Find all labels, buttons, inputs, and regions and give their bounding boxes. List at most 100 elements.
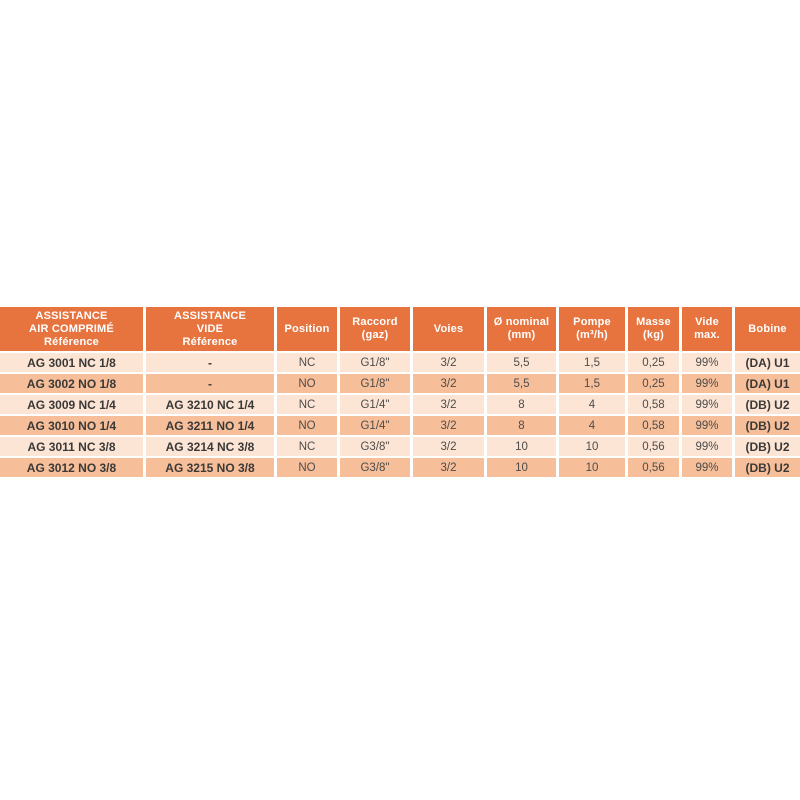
table-row-2: AG 3002 NO 1/8- NO G1/8" 3/2 5,5 1,5 0,25 99% (D…	[0, 374, 800, 395]
cell-ref-vide: AG 3211 NO 1/4	[146, 416, 277, 437]
table-header: ASSISTANCE AIR COMPRIMÉ Référence ASSISTANC…	[0, 307, 800, 353]
column-header-voies-line: Voies	[433, 322, 464, 335]
cell-ref-vide: -	[146, 374, 277, 395]
cell-voies: 3/2	[413, 353, 487, 374]
cell-vide-max: 99%	[682, 416, 735, 437]
cell-vide-max: 99%	[682, 395, 735, 416]
cell-diametre-nominal: 10	[487, 458, 559, 479]
cell-ref-air-comprime: AG 3012 NO 3/8	[0, 458, 146, 479]
cell-pompe: 10	[559, 458, 628, 479]
column-header-ref-air-comprime-line: Référence	[44, 335, 99, 348]
column-header-masse-line: Masse	[636, 316, 671, 328]
cell-voies: 3/2	[413, 416, 487, 437]
cell-bobine: (DB) U2	[735, 437, 800, 458]
table-row-1: AG 3001 NC 1/8- NC G1/8" 3/2 5,5 1,5 0,25 99% (D…	[0, 353, 800, 374]
cell-ref-air-comprime: AG 3011 NC 3/8	[0, 437, 146, 458]
cell-raccord-gaz: G1/8"	[340, 353, 413, 374]
cell-position: NC	[277, 395, 340, 416]
cell-diametre-nominal: 5,5	[487, 353, 559, 374]
cell-masse: 0,56	[628, 437, 682, 458]
cell-voies: 3/2	[413, 458, 487, 479]
column-header-ref-vide-line: ASSISTANCE	[173, 309, 247, 322]
cell-position: NO	[277, 416, 340, 437]
cell-bobine: (DB) U2	[735, 395, 800, 416]
column-header-voies: Voies	[413, 307, 487, 353]
cell-position: NC	[277, 353, 340, 374]
cell-ref-vide: -	[146, 353, 277, 374]
column-header-raccord-gaz-line: Raccord	[352, 316, 398, 328]
table-body: AG 3001 NC 1/8- NC G1/8" 3/2 5,5 1,5 0,25 99% (D…	[0, 353, 800, 479]
cell-position: NO	[277, 374, 340, 395]
column-header-raccord-gaz: Raccord (gaz)	[340, 307, 413, 353]
cell-ref-air-comprime: AG 3002 NO 1/8	[0, 374, 146, 395]
column-header-raccord-gaz-line: (gaz)	[361, 329, 389, 341]
column-header-bobine-line: Bobine	[748, 322, 787, 335]
cell-pompe: 10	[559, 437, 628, 458]
cell-bobine: (DB) U2	[735, 458, 800, 479]
cell-pompe: 1,5	[559, 374, 628, 395]
cell-diametre-nominal: 8	[487, 416, 559, 437]
table-row-3: AG 3009 NC 1/4 AG 3210 NC 1/4 NC G1/4" 3/2 8 4…	[0, 395, 800, 416]
cell-masse: 0,58	[628, 395, 682, 416]
cell-raccord-gaz: G3/8"	[340, 437, 413, 458]
cell-diametre-nominal: 8	[487, 395, 559, 416]
cell-pompe: 1,5	[559, 353, 628, 374]
column-header-pompe-line: (m³/h)	[576, 329, 608, 341]
column-header-vide-max-line: max.	[694, 329, 720, 341]
column-header-position: Position	[277, 307, 340, 353]
cell-bobine: (DA) U1	[735, 374, 800, 395]
column-header-vide-max: Vide max.	[682, 307, 735, 353]
cell-masse: 0,58	[628, 416, 682, 437]
table-row-5: AG 3011 NC 3/8 AG 3214 NC 3/8 NC G3/8" 3/2 10…	[0, 437, 800, 458]
cell-masse: 0,25	[628, 374, 682, 395]
cell-diametre-nominal: 5,5	[487, 374, 559, 395]
cell-position: NO	[277, 458, 340, 479]
column-header-position-line: Position	[284, 322, 330, 335]
column-header-pompe: Pompe (m³/h)	[559, 307, 628, 353]
cell-raccord-gaz: G3/8"	[340, 458, 413, 479]
cell-voies: 3/2	[413, 395, 487, 416]
column-header-ref-vide-line: VIDE	[196, 322, 224, 335]
column-header-pompe-line: Pompe	[573, 316, 611, 328]
column-header-ref-vide: ASSISTANCE VIDE Référence	[146, 307, 277, 353]
column-header-ref-vide-line: Référence	[182, 335, 238, 348]
cell-bobine: (DB) U2	[735, 416, 800, 437]
cell-position: NC	[277, 437, 340, 458]
cell-ref-vide: AG 3210 NC 1/4	[146, 395, 277, 416]
cell-bobine: (DA) U1	[735, 353, 800, 374]
cell-ref-vide: AG 3215 NO 3/8	[146, 458, 277, 479]
column-header-ref-air-comprime-line: AIR COMPRIMÉ	[29, 322, 114, 335]
cell-vide-max: 99%	[682, 353, 735, 374]
cell-ref-air-comprime: AG 3010 NO 1/4	[0, 416, 146, 437]
cell-pompe: 4	[559, 416, 628, 437]
spec-table: ASSISTANCE AIR COMPRIMÉ Référence ASSISTANC…	[0, 307, 800, 479]
column-header-masse-line: (kg)	[643, 329, 664, 341]
cell-vide-max: 99%	[682, 437, 735, 458]
cell-vide-max: 99%	[682, 458, 735, 479]
cell-raccord-gaz: G1/8"	[340, 374, 413, 395]
table-row-4: AG 3010 NO 1/4 AG 3211 NO 1/4 NO G1/4" 3/2 8 4…	[0, 416, 800, 437]
cell-voies: 3/2	[413, 374, 487, 395]
cell-ref-air-comprime: AG 3009 NC 1/4	[0, 395, 146, 416]
column-header-ref-air-comprime: ASSISTANCE AIR COMPRIMÉ Référence	[0, 307, 146, 353]
column-header-diametre-nominal-line: (mm)	[507, 329, 536, 341]
cell-masse: 0,56	[628, 458, 682, 479]
cell-diametre-nominal: 10	[487, 437, 559, 458]
cell-raccord-gaz: G1/4"	[340, 395, 413, 416]
cell-ref-air-comprime: AG 3001 NC 1/8	[0, 353, 146, 374]
column-header-bobine: Bobine	[735, 307, 800, 353]
cell-vide-max: 99%	[682, 374, 735, 395]
cell-raccord-gaz: G1/4"	[340, 416, 413, 437]
column-header-diametre-nominal-line: Ø nominal	[493, 316, 550, 328]
cell-voies: 3/2	[413, 437, 487, 458]
column-header-ref-air-comprime-line: ASSISTANCE	[35, 309, 108, 322]
cell-masse: 0,25	[628, 353, 682, 374]
column-header-vide-max-line: Vide	[695, 316, 719, 328]
column-header-masse: Masse (kg)	[628, 307, 682, 353]
table-header-row: ASSISTANCE AIR COMPRIMÉ Référence ASSISTANC…	[0, 307, 800, 353]
table-row-6: AG 3012 NO 3/8 AG 3215 NO 3/8 NO G3/8" 3/2 10…	[0, 458, 800, 479]
cell-ref-vide: AG 3214 NC 3/8	[146, 437, 277, 458]
cell-pompe: 4	[559, 395, 628, 416]
spec-table-container: ASSISTANCE AIR COMPRIMÉ Référence ASSISTANC…	[0, 307, 800, 479]
